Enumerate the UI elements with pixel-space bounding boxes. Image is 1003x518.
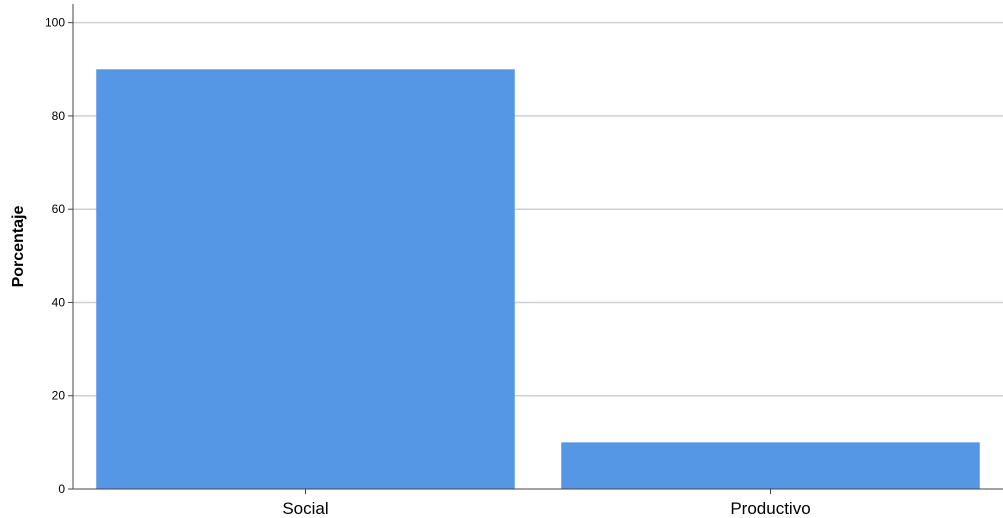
y-tick-label-40: 40 [52,295,66,309]
y-tick-label-60: 60 [52,202,66,216]
y-tick-label-100: 100 [45,16,65,30]
x-tick-label-productivo: Productivo [730,499,810,518]
bar-social [96,69,515,490]
y-axis-title: Porcentaje [10,205,27,287]
y-tick-label-20: 20 [52,389,66,403]
y-tick-labels: 0 20 40 60 80 100 [45,16,65,496]
x-tick-labels: Social Productivo [282,499,810,518]
bars [96,69,980,490]
y-tick-label-0: 0 [58,482,65,496]
x-tick-label-social: Social [282,499,328,518]
bar-productivo [561,442,980,489]
y-tick-label-80: 80 [52,109,66,123]
axes [68,4,1003,494]
